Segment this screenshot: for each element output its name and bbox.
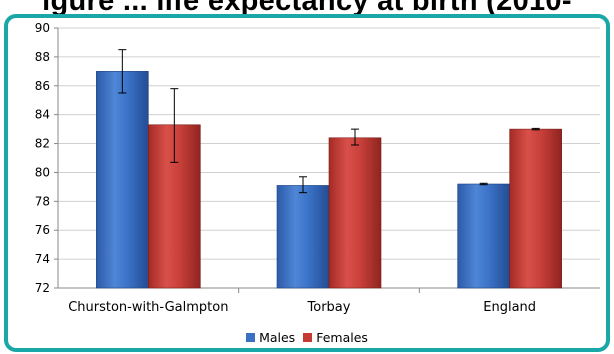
y-tick-label: 88	[35, 50, 50, 64]
bar-males-2	[457, 183, 510, 289]
chart-title: igure ... life expectancy at birth (2010…	[42, 0, 572, 17]
chart-legend: Males Females	[0, 330, 614, 345]
y-tick-label: 80	[35, 165, 50, 179]
legend-item-males: Males	[246, 330, 295, 345]
y-tick-label: 74	[35, 252, 50, 266]
x-category-label: England	[483, 300, 536, 315]
y-tick-label: 84	[35, 108, 50, 122]
y-tick-label: 82	[35, 137, 50, 151]
y-tick-label: 78	[35, 194, 50, 208]
legend-label: Males	[259, 330, 296, 345]
x-category-label: Torbay	[307, 300, 351, 315]
bar-females-1	[328, 137, 382, 289]
x-category-label: Churston-with-Galmpton	[68, 300, 228, 315]
y-tick-label: 72	[35, 281, 50, 295]
legend-swatch	[303, 333, 313, 342]
bar-males-1	[276, 185, 330, 289]
legend-item-females: Females	[303, 330, 368, 345]
y-tick-label: 86	[35, 79, 50, 93]
y-tick-label: 76	[35, 223, 50, 237]
legend-label: Females	[316, 330, 368, 345]
bar-females-2	[509, 128, 562, 289]
y-tick-label: 90	[35, 21, 50, 35]
bar-males-0	[96, 71, 149, 289]
legend-swatch	[246, 333, 256, 342]
